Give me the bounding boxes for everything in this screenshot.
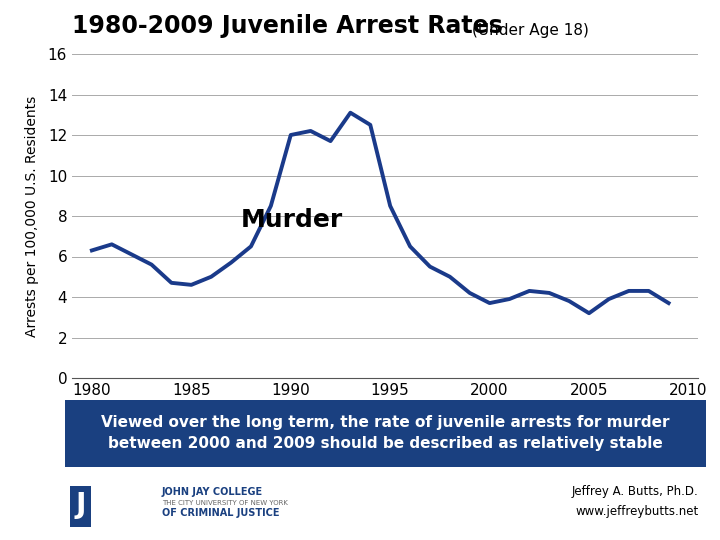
Text: 1980-2009 Juvenile Arrest Rates: 1980-2009 Juvenile Arrest Rates <box>72 14 503 38</box>
Text: (Under Age 18): (Under Age 18) <box>472 23 588 38</box>
Text: J: J <box>76 491 86 519</box>
Text: Murder: Murder <box>241 208 343 232</box>
Text: THE CITY UNIVERSITY OF NEW YORK: THE CITY UNIVERSITY OF NEW YORK <box>162 500 288 507</box>
Text: OF CRIMINAL JUSTICE: OF CRIMINAL JUSTICE <box>162 508 279 518</box>
FancyBboxPatch shape <box>70 486 91 527</box>
Text: JOHN JAY COLLEGE: JOHN JAY COLLEGE <box>162 488 263 497</box>
Text: Viewed over the long term, the rate of juvenile arrests for murder
between 2000 : Viewed over the long term, the rate of j… <box>101 415 670 451</box>
Y-axis label: Arrests per 100,000 U.S. Residents: Arrests per 100,000 U.S. Residents <box>25 96 40 336</box>
Text: Jeffrey A. Butts, Ph.D.
www.jeffreybutts.net: Jeffrey A. Butts, Ph.D. www.jeffreybutts… <box>572 484 698 518</box>
